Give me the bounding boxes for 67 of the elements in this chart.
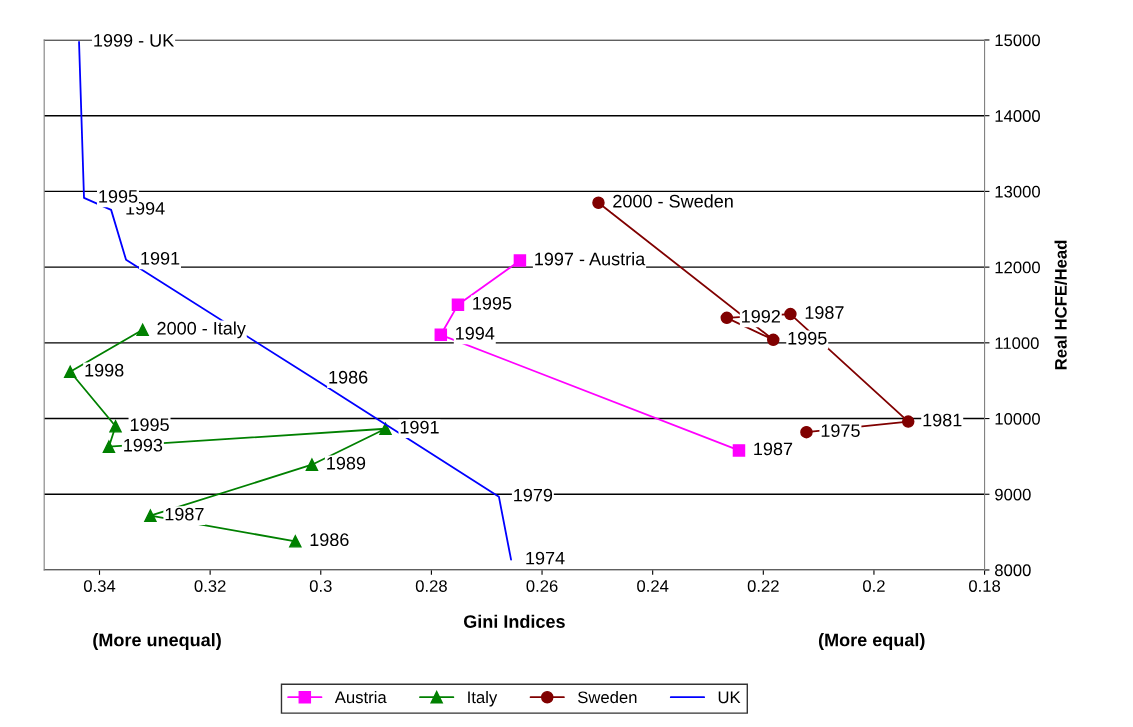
- x-tick-label: 0.28: [415, 580, 447, 592]
- annotation: 2000 - Sweden: [613, 194, 733, 208]
- point: [109, 420, 122, 433]
- y-tick-label: 12000: [995, 261, 1040, 274]
- annotation: 1974: [526, 551, 565, 565]
- y-tick-label: 8000: [995, 564, 1031, 577]
- point: [102, 440, 116, 453]
- x-tick-label: 0.3: [309, 580, 332, 592]
- text: (More unequal): [93, 633, 221, 650]
- annotation: 1997 - Austria: [535, 252, 646, 266]
- annotation: 1986: [310, 533, 349, 547]
- point: [800, 425, 813, 439]
- point: [136, 323, 149, 337]
- annotation: 1995: [99, 189, 138, 203]
- point: [592, 196, 605, 210]
- point: [305, 458, 319, 471]
- text: (More equal): [818, 633, 925, 650]
- y-tick-label: 13000: [995, 185, 1040, 198]
- annotation: 1998: [85, 363, 124, 377]
- legend-label: Italy: [468, 690, 498, 707]
- annotation: 1987: [165, 507, 204, 521]
- annotation: 1975: [821, 424, 860, 438]
- annotation: 1999 - UK: [94, 34, 175, 47]
- x-tick-label: 0.22: [747, 580, 779, 592]
- y-axis-title: Real HCFE/Head: [1054, 240, 1067, 370]
- x-tick-label: 0.18: [969, 580, 1001, 592]
- annotation: 1994: [456, 326, 495, 340]
- x-tick-label: 0.24: [637, 580, 669, 592]
- annotation: 1979: [514, 488, 553, 502]
- x-axis-title: Gini Indices: [463, 614, 565, 628]
- point: [63, 365, 77, 379]
- point: [379, 422, 392, 436]
- annotation: 1991: [400, 420, 439, 434]
- point: [767, 333, 780, 347]
- legend-label: UK: [718, 691, 741, 704]
- point: [720, 311, 734, 325]
- annotation: 1987: [754, 442, 793, 456]
- y-tick-label: 14000: [995, 110, 1040, 122]
- annotation: 1981: [923, 413, 962, 427]
- annotation: 1989: [327, 456, 366, 470]
- point: [901, 415, 915, 428]
- annotation: 1995: [788, 331, 827, 345]
- annotation: 1986: [329, 370, 368, 384]
- point: [144, 509, 157, 522]
- annotation: 1995: [130, 418, 169, 432]
- y-tick-label: 15000: [995, 34, 1040, 47]
- point: [513, 254, 527, 267]
- point: [784, 307, 797, 321]
- point: [289, 535, 302, 548]
- x-tick-label: 0.32: [194, 580, 226, 592]
- point: [451, 298, 465, 312]
- legend-label: Sweden: [578, 690, 637, 704]
- x-tick-label: 0.34: [83, 580, 116, 592]
- legend-label: Austria: [334, 690, 387, 704]
- y-tick-label: 9000: [995, 488, 1031, 501]
- x-tick-label: 0.26: [526, 580, 558, 592]
- x-tick-label: 0.2: [863, 580, 885, 592]
- annotation: 1987: [805, 306, 844, 319]
- y-tick-label: 10000: [995, 412, 1040, 425]
- annotation: 1992: [742, 309, 780, 323]
- point: [732, 444, 746, 457]
- y-tick-label: 11000: [995, 337, 1039, 350]
- annotation: 1995: [473, 296, 512, 310]
- annotation: 2000 - Italy: [157, 321, 246, 339]
- annotation: 1993: [124, 438, 163, 452]
- point: [434, 328, 448, 342]
- annotation: 1991: [141, 251, 180, 265]
